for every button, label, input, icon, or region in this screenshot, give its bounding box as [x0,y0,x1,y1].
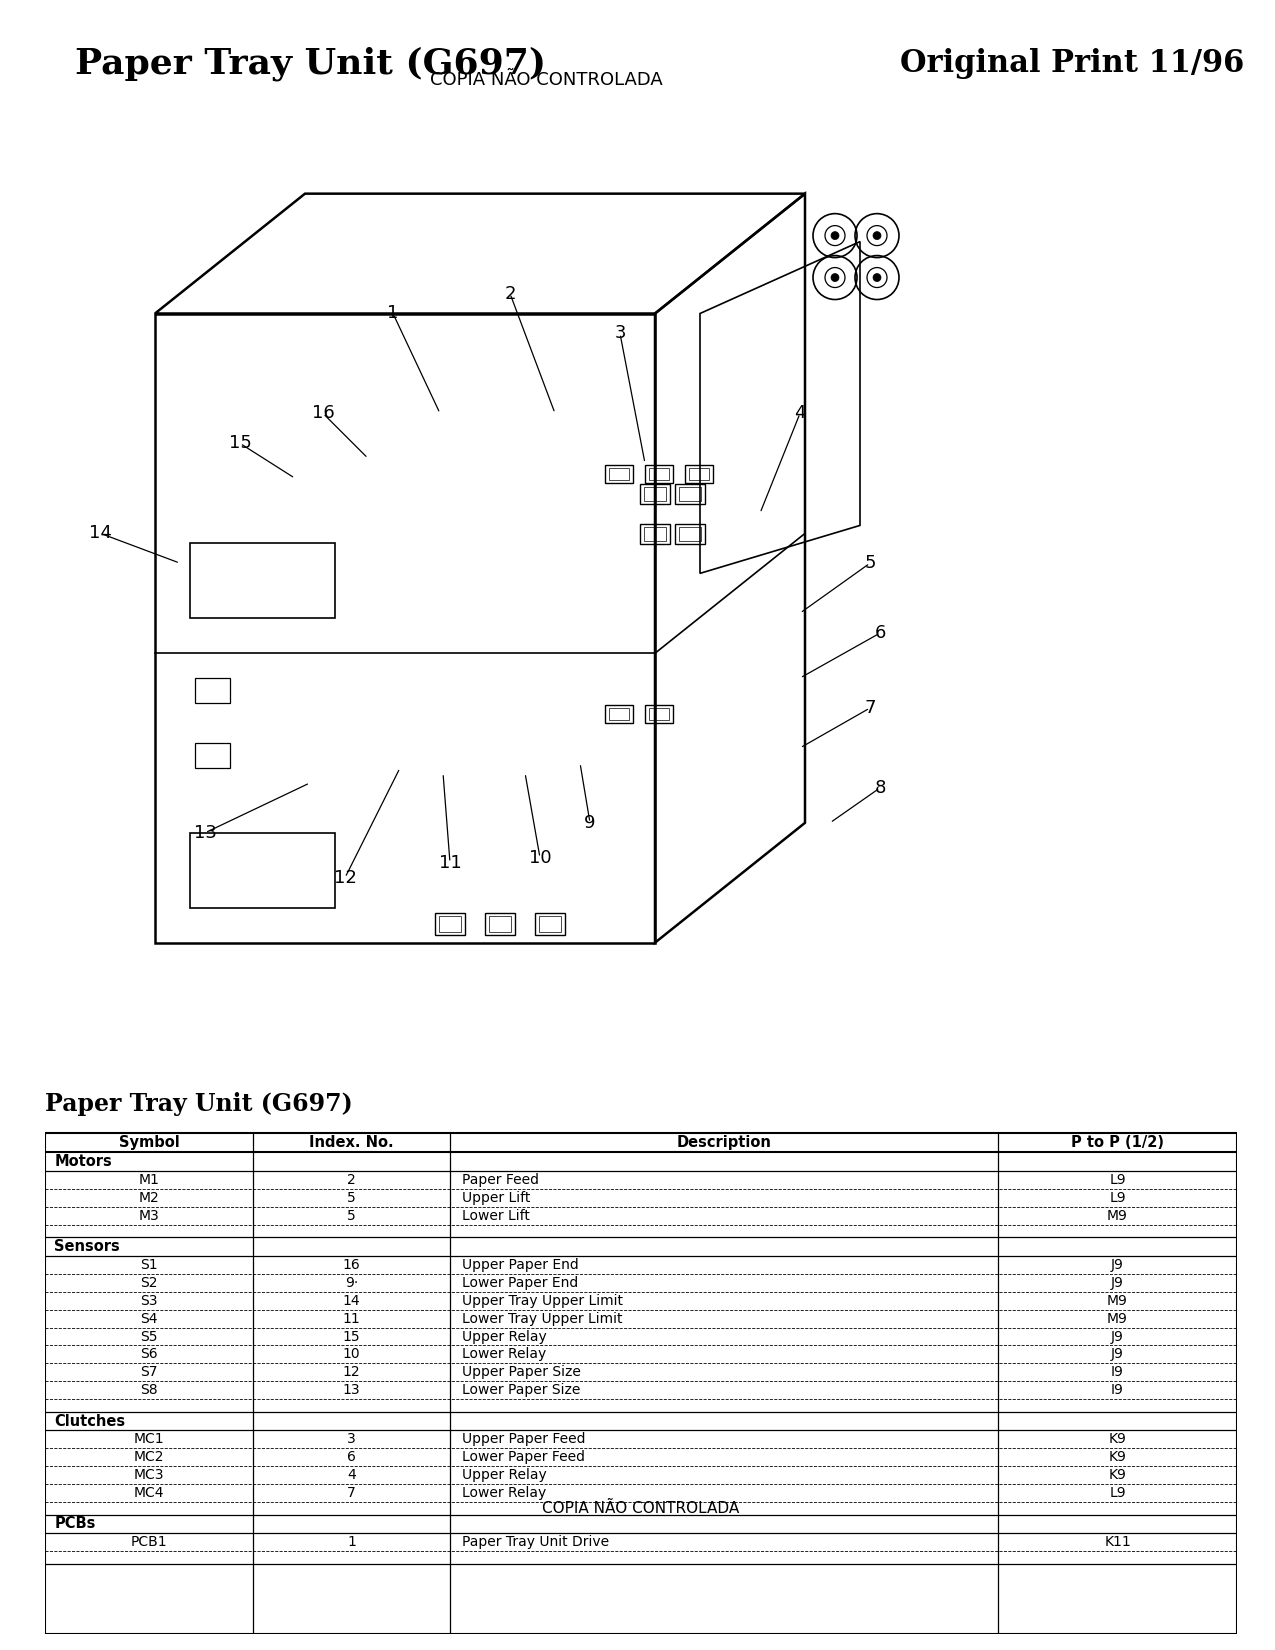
Text: 13: 13 [343,1383,361,1398]
Text: COPIA NÃO CONTROLADA: COPIA NÃO CONTROLADA [542,1502,740,1516]
Text: 16: 16 [343,1257,361,1272]
Text: 12: 12 [343,1365,361,1379]
Text: Lower Paper End: Lower Paper End [462,1275,578,1290]
Text: K9: K9 [1108,1432,1127,1447]
Text: Clutches: Clutches [54,1414,125,1429]
Circle shape [873,231,881,239]
Text: L9: L9 [1109,1487,1126,1500]
Text: 6: 6 [875,624,886,642]
Text: L9: L9 [1109,1173,1126,1186]
Text: S6: S6 [140,1348,158,1361]
Text: S7: S7 [140,1365,158,1379]
Text: 5: 5 [347,1191,356,1204]
Text: I9: I9 [1111,1365,1125,1379]
Text: 7: 7 [347,1487,356,1500]
Text: Upper Paper Feed: Upper Paper Feed [462,1432,585,1447]
Text: Lower Tray Upper Limit: Lower Tray Upper Limit [462,1312,622,1325]
Text: MC4: MC4 [134,1487,164,1500]
Text: M3: M3 [139,1209,159,1223]
Text: MC1: MC1 [134,1432,164,1447]
Text: Lower Relay: Lower Relay [462,1487,546,1500]
Text: M1: M1 [139,1173,159,1186]
Text: PCBs: PCBs [54,1516,96,1531]
Text: Paper Tray Unit (G697): Paper Tray Unit (G697) [75,46,546,81]
Text: 2: 2 [504,284,516,302]
Circle shape [831,274,839,282]
Text: 1: 1 [388,305,399,322]
Text: 8: 8 [875,779,886,797]
Text: J9: J9 [1111,1348,1125,1361]
Text: Lower Relay: Lower Relay [462,1348,546,1361]
Text: 15: 15 [228,434,251,452]
Circle shape [873,274,881,282]
Text: M2: M2 [139,1191,159,1204]
Text: 7: 7 [864,700,876,718]
Text: 14: 14 [343,1294,361,1308]
Text: Description: Description [677,1135,771,1150]
Text: J9: J9 [1111,1257,1125,1272]
Text: Index. No.: Index. No. [310,1135,394,1150]
Text: 4: 4 [794,404,806,422]
Text: 5: 5 [864,554,876,573]
Text: S2: S2 [140,1275,158,1290]
Text: Lower Paper Size: Lower Paper Size [462,1383,580,1398]
Text: MC3: MC3 [134,1468,164,1482]
Text: J9: J9 [1111,1275,1125,1290]
Text: Upper Lift: Upper Lift [462,1191,530,1204]
Text: COPIA NÃO CONTROLADA: COPIA NÃO CONTROLADA [430,71,663,89]
Text: 3: 3 [615,325,626,343]
Text: Upper Paper End: Upper Paper End [462,1257,579,1272]
Text: 9·: 9· [346,1275,358,1290]
Text: 5: 5 [347,1209,356,1223]
Text: K9: K9 [1108,1468,1127,1482]
Text: Paper Tray Unit (G697): Paper Tray Unit (G697) [45,1092,352,1115]
Text: J9: J9 [1111,1330,1125,1343]
Text: 11: 11 [343,1312,361,1325]
Text: M9: M9 [1107,1294,1128,1308]
Text: 9: 9 [584,813,595,832]
Text: PCB1: PCB1 [130,1534,167,1549]
Text: Paper Feed: Paper Feed [462,1173,539,1186]
Text: MC2: MC2 [134,1450,164,1464]
Text: S4: S4 [140,1312,158,1325]
Text: Paper Tray Unit Drive: Paper Tray Unit Drive [462,1534,609,1549]
Text: K9: K9 [1108,1450,1127,1464]
Text: 16: 16 [311,404,334,422]
Text: 10: 10 [529,848,551,866]
Text: I9: I9 [1111,1383,1125,1398]
Text: Motors: Motors [54,1153,112,1170]
Text: 13: 13 [194,823,217,842]
Text: 6: 6 [347,1450,356,1464]
Text: 12: 12 [334,870,357,886]
Text: Lower Lift: Lower Lift [462,1209,529,1223]
Text: 1: 1 [347,1534,356,1549]
Text: Upper Relay: Upper Relay [462,1330,547,1343]
Text: Original Print 11/96: Original Print 11/96 [900,48,1244,79]
Text: Upper Tray Upper Limit: Upper Tray Upper Limit [462,1294,623,1308]
Text: S8: S8 [140,1383,158,1398]
Text: S5: S5 [140,1330,158,1343]
Text: S3: S3 [140,1294,158,1308]
Text: 15: 15 [343,1330,361,1343]
Text: 4: 4 [347,1468,356,1482]
Text: 2: 2 [347,1173,356,1186]
Text: S1: S1 [140,1257,158,1272]
Text: 11: 11 [439,853,462,871]
Text: L9: L9 [1109,1191,1126,1204]
Text: M9: M9 [1107,1312,1128,1325]
Text: Upper Paper Size: Upper Paper Size [462,1365,580,1379]
Text: K11: K11 [1104,1534,1131,1549]
Text: Symbol: Symbol [119,1135,180,1150]
Text: 10: 10 [343,1348,361,1361]
Text: M9: M9 [1107,1209,1128,1223]
Text: 3: 3 [347,1432,356,1447]
Text: Sensors: Sensors [54,1239,120,1254]
Text: Upper Relay: Upper Relay [462,1468,547,1482]
Circle shape [831,231,839,239]
Text: 14: 14 [88,525,111,543]
Text: Lower Paper Feed: Lower Paper Feed [462,1450,585,1464]
Text: P to P (1/2): P to P (1/2) [1071,1135,1164,1150]
